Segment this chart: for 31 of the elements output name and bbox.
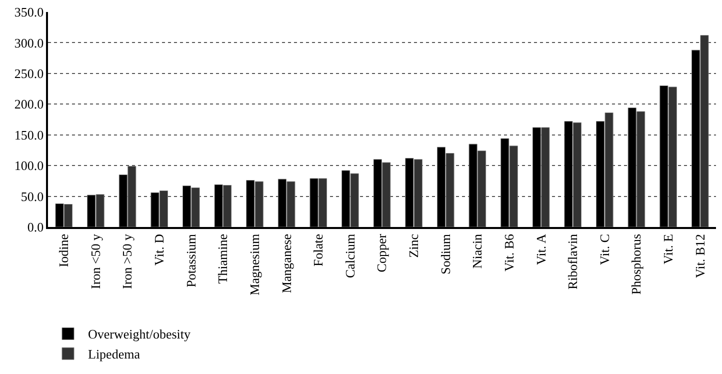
legend-label: Overweight/obesity xyxy=(88,326,192,342)
y-tick-label: 100.0 xyxy=(14,158,44,174)
x-tick-label: Phosphorus xyxy=(628,234,644,295)
x-tick-label: Magnesium xyxy=(246,234,262,296)
x-tick-label: Niacin xyxy=(470,233,485,269)
x-tick-label: Iron >50 y xyxy=(120,233,135,289)
x-tick-label: Copper xyxy=(374,233,390,272)
y-tick-label: 300.0 xyxy=(14,35,44,50)
y-tick-label: 350.0 xyxy=(14,4,44,20)
x-tick-label: Zinc xyxy=(406,234,422,258)
x-tick-label: Iodine xyxy=(56,234,72,268)
x-tick-label: Folate xyxy=(310,234,326,266)
x-tick-label: Vit. B6 xyxy=(501,233,516,272)
x-tick-label: Manganese xyxy=(278,234,294,294)
legend-label: Lipedema xyxy=(88,346,140,362)
x-tick-label: Vit. E xyxy=(660,234,676,264)
x-tick-label: Potassium xyxy=(183,234,198,288)
x-tick-label: Thiamine xyxy=(215,234,230,284)
x-tick-label: Riboflavin xyxy=(565,233,580,290)
x-tick-label: Vit. C xyxy=(596,234,612,265)
x-tick-label: Vit. B12 xyxy=(692,234,708,278)
y-tick-label: 50.0 xyxy=(20,188,44,204)
y-tick-label: 150.0 xyxy=(14,127,44,142)
y-tick-label: 250.0 xyxy=(14,66,44,81)
y-tick-label: 0.0 xyxy=(27,220,44,235)
x-tick-label: Calcium xyxy=(342,234,358,278)
x-tick-label: Iron <50 y xyxy=(88,233,103,289)
x-tick-label: Vit. A xyxy=(533,233,548,265)
x-tick-label: Vit. D xyxy=(152,234,167,266)
x-tick-label: Sodium xyxy=(438,234,453,274)
y-tick-label: 200.0 xyxy=(14,96,44,112)
